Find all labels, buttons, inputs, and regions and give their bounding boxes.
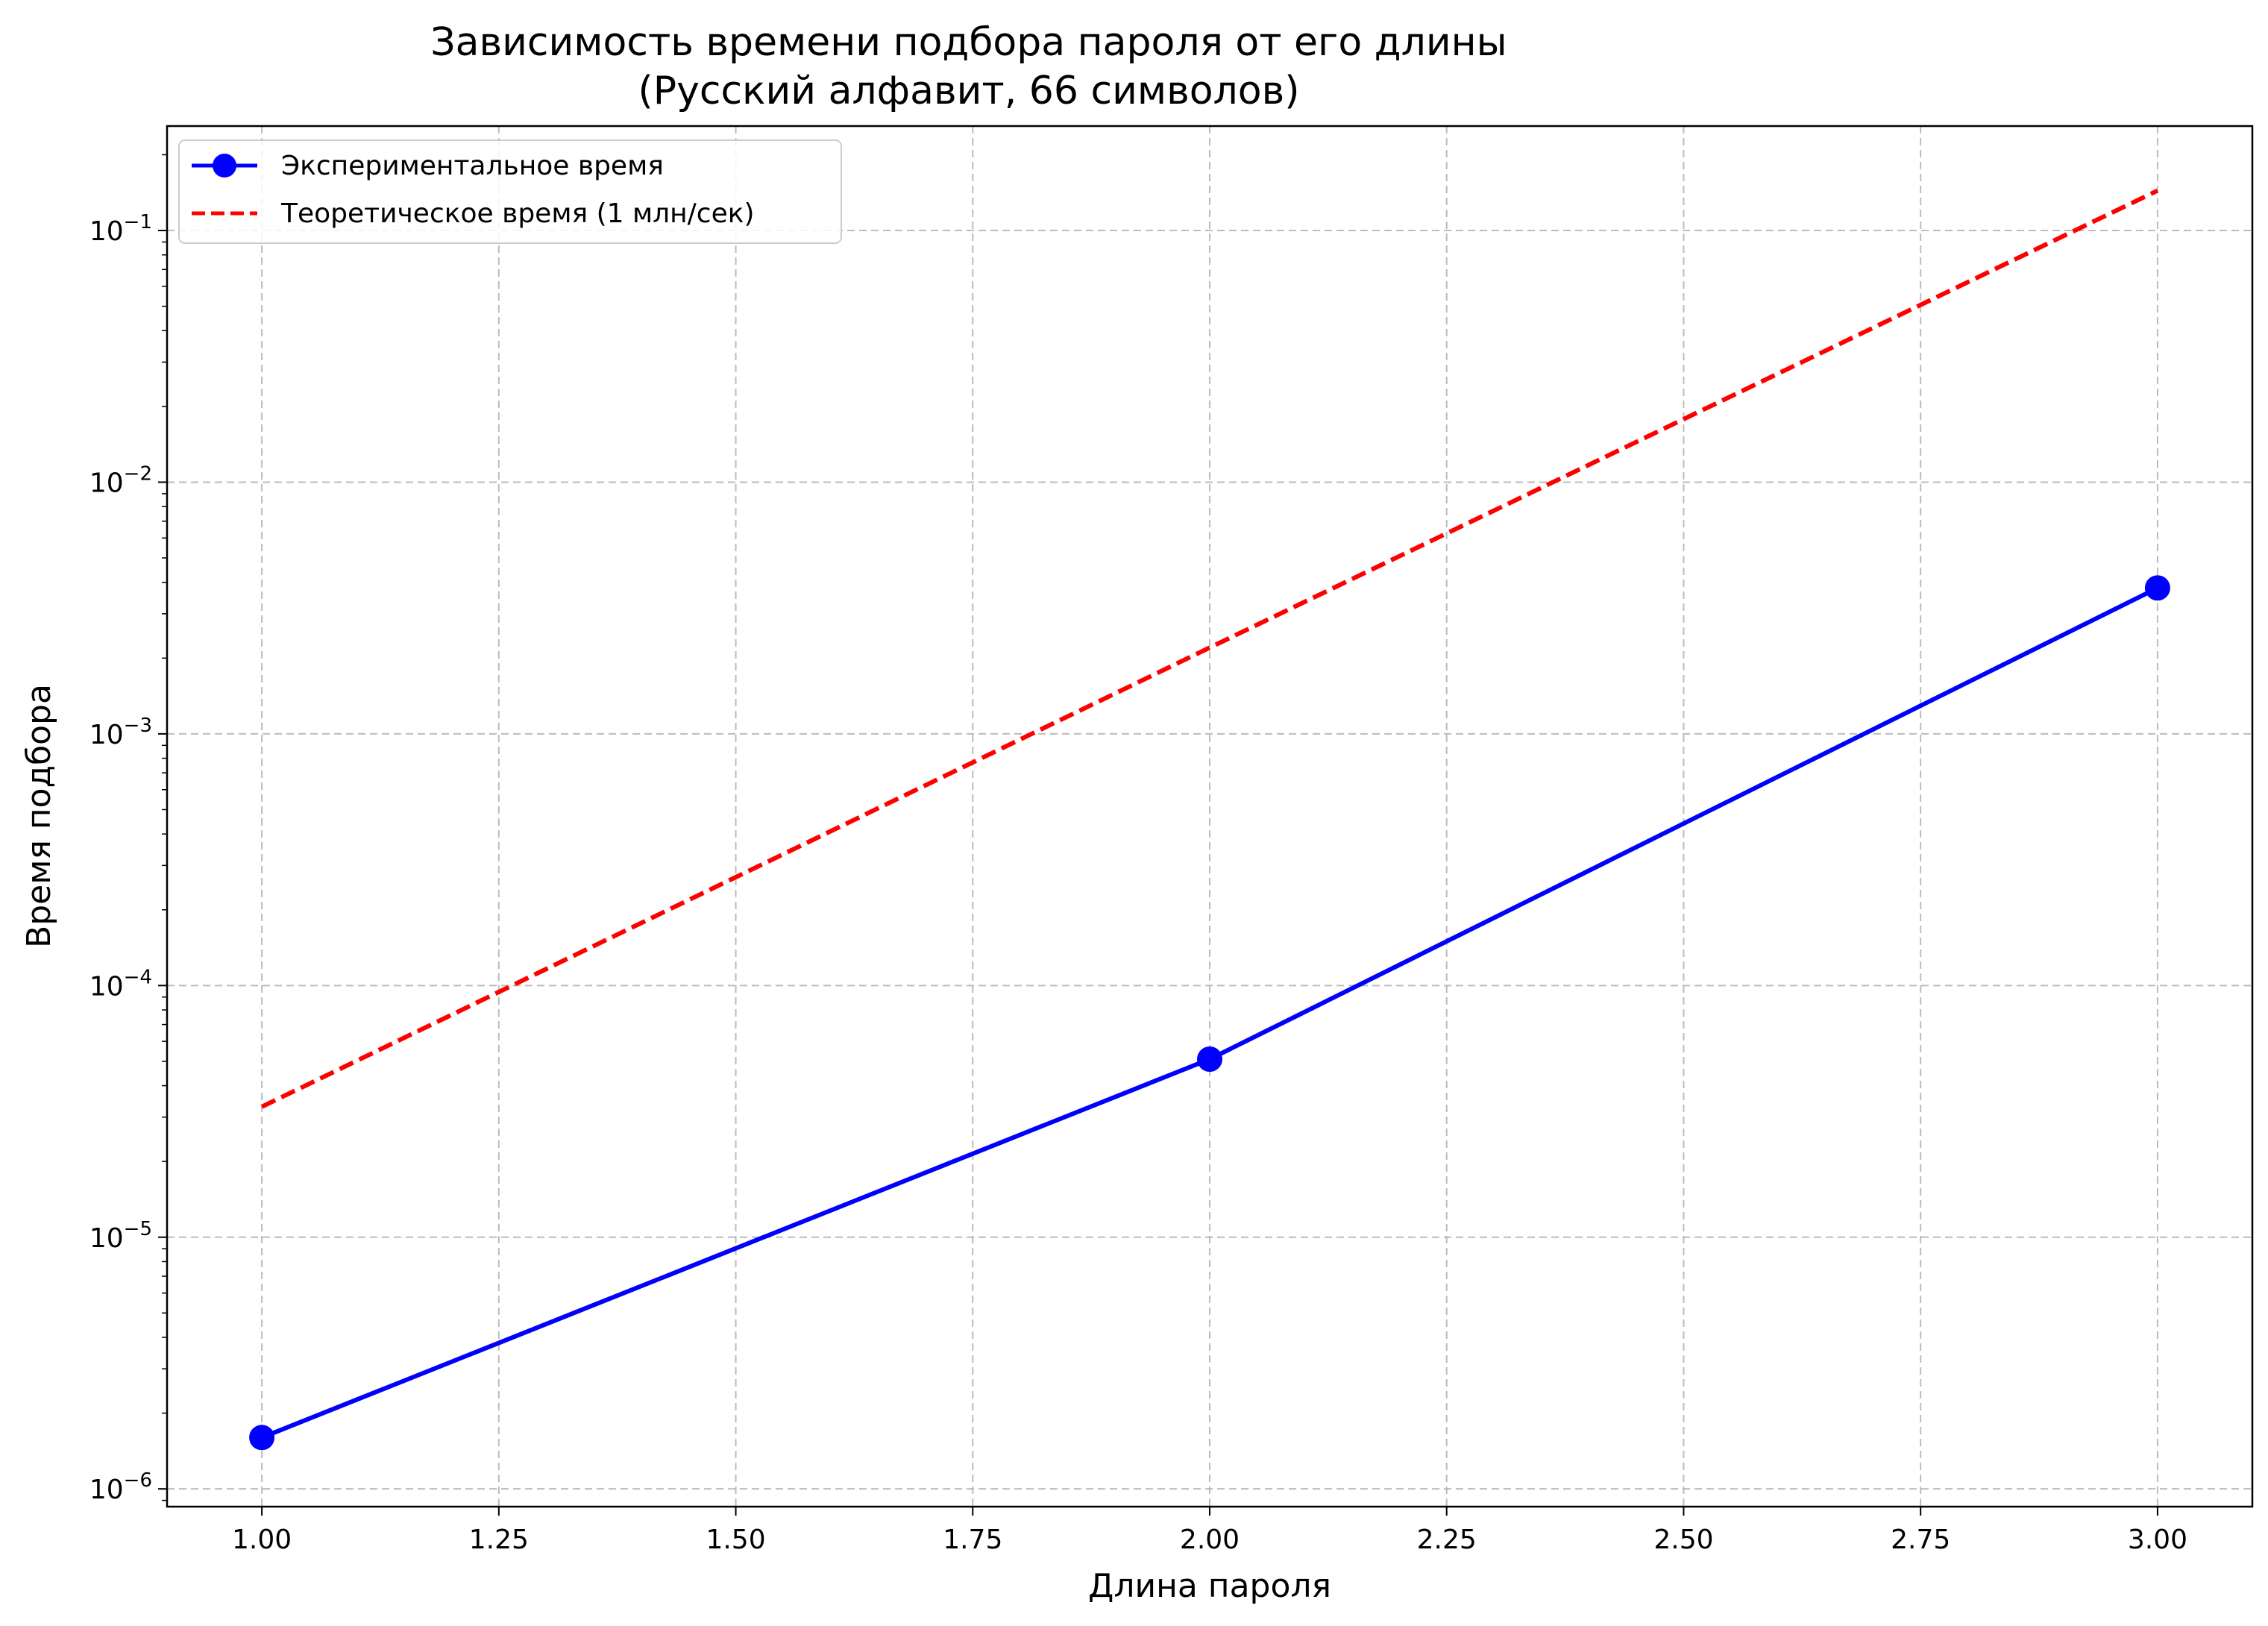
y-tick-label: 10−3 — [89, 715, 152, 750]
legend-label-experimental: Экспериментальное время — [281, 151, 664, 181]
legend-label-theoretical: Теоретическое время (1 млн/сек) — [280, 198, 755, 229]
data-point — [249, 1425, 275, 1451]
chart-subtitle: (Русский алфавит, 66 символов) — [638, 69, 1299, 113]
y-tick-label: 10−6 — [89, 1469, 152, 1505]
data-point — [2144, 575, 2170, 601]
x-tick-label: 2.75 — [1891, 1525, 1950, 1555]
grid — [167, 126, 2252, 1507]
x-axis: 1.00 1.25 1.50 1.75 2.00 2.25 2.50 2.75 3.00 — [232, 1507, 2187, 1555]
x-axis-label: Длина пароля — [1088, 1567, 1331, 1605]
y-tick-label: 10−4 — [89, 966, 152, 1002]
plot-area — [166, 125, 2254, 1508]
x-tick-label: 1.75 — [943, 1525, 1002, 1555]
legend: Экспериментальное время Теоретическое вр… — [178, 139, 842, 244]
series-layer — [249, 188, 2170, 1451]
x-tick-label: 1.00 — [232, 1525, 292, 1555]
y-axis: 10−6 10−5 10−4 10−3 10−2 10−1 — [89, 154, 167, 1505]
legend-box — [178, 139, 842, 244]
x-tick-label: 3.00 — [2128, 1525, 2187, 1555]
y-tick-label: 10−2 — [89, 462, 152, 498]
x-tick-label: 1.25 — [469, 1525, 529, 1555]
chart-title: Зависимость времени подбора пароля от ег… — [430, 20, 1507, 65]
x-tick-label: 2.25 — [1417, 1525, 1477, 1555]
legend-marker-experimental — [213, 154, 236, 178]
y-tick-label: 10−5 — [89, 1218, 152, 1254]
data-point — [1197, 1046, 1222, 1072]
y-tick-label: 10−1 — [89, 211, 152, 247]
series-line-1 — [260, 188, 2159, 1109]
y-axis-label: Время подбора — [20, 684, 58, 948]
x-tick-label: 1.50 — [706, 1525, 765, 1555]
x-tick-label: 2.00 — [1180, 1525, 1240, 1555]
x-tick-label: 2.50 — [1653, 1525, 1713, 1555]
